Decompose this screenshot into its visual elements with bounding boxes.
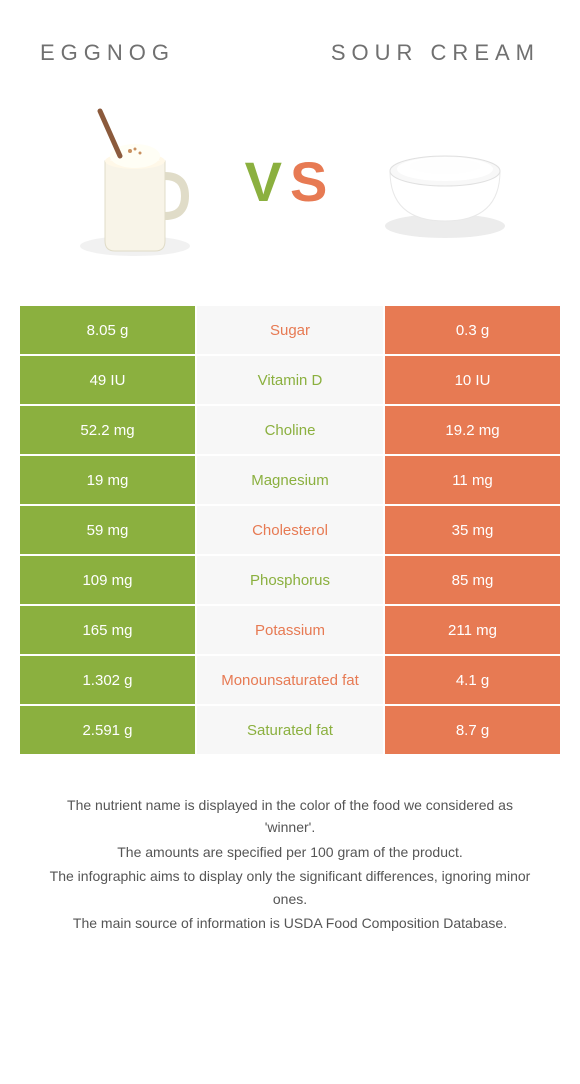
table-row: 59 mgCholesterol35 mg — [20, 506, 560, 554]
cell-left-value: 8.05 g — [20, 306, 195, 354]
table-row: 165 mgPotassium211 mg — [20, 606, 560, 654]
cell-nutrient-label: Vitamin D — [197, 356, 383, 404]
vs-label: V S — [245, 149, 336, 214]
cell-nutrient-label: Phosphorus — [197, 556, 383, 604]
vs-s: S — [290, 149, 335, 214]
vs-section: V S — [20, 96, 560, 266]
cell-left-value: 19 mg — [20, 456, 195, 504]
cell-nutrient-label: Cholesterol — [197, 506, 383, 554]
table-row: 49 IUVitamin D10 IU — [20, 356, 560, 404]
cell-left-value: 1.302 g — [20, 656, 195, 704]
cell-right-value: 4.1 g — [385, 656, 560, 704]
cell-right-value: 85 mg — [385, 556, 560, 604]
cell-nutrient-label: Choline — [197, 406, 383, 454]
footer-line4: The main source of information is USDA F… — [40, 912, 540, 934]
cell-right-value: 11 mg — [385, 456, 560, 504]
footer-line2: The amounts are specified per 100 gram o… — [40, 841, 540, 863]
cell-right-value: 19.2 mg — [385, 406, 560, 454]
cell-left-value: 49 IU — [20, 356, 195, 404]
table-row: 2.591 gSaturated fat8.7 g — [20, 706, 560, 754]
vs-v: V — [245, 149, 290, 214]
title-right: Sour Cream — [331, 40, 540, 66]
header: Eggnog Sour Cream — [20, 40, 560, 66]
table-row: 52.2 mgCholine19.2 mg — [20, 406, 560, 454]
cell-nutrient-label: Saturated fat — [197, 706, 383, 754]
footer-line3: The infographic aims to display only the… — [40, 865, 540, 910]
comparison-table: 8.05 gSugar0.3 g49 IUVitamin D10 IU52.2 … — [20, 306, 560, 754]
cell-left-value: 165 mg — [20, 606, 195, 654]
cell-nutrient-label: Magnesium — [197, 456, 383, 504]
cell-right-value: 8.7 g — [385, 706, 560, 754]
cell-nutrient-label: Potassium — [197, 606, 383, 654]
cell-left-value: 52.2 mg — [20, 406, 195, 454]
cell-left-value: 59 mg — [20, 506, 195, 554]
table-row: 19 mgMagnesium11 mg — [20, 456, 560, 504]
table-row: 8.05 gSugar0.3 g — [20, 306, 560, 354]
cell-left-value: 2.591 g — [20, 706, 195, 754]
table-row: 109 mgPhosphorus85 mg — [20, 556, 560, 604]
cell-right-value: 211 mg — [385, 606, 560, 654]
cell-nutrient-label: Sugar — [197, 306, 383, 354]
cell-right-value: 0.3 g — [385, 306, 560, 354]
title-left: Eggnog — [40, 40, 175, 66]
footer-line1: The nutrient name is displayed in the co… — [40, 794, 540, 839]
sourcream-image — [370, 106, 520, 256]
cell-right-value: 10 IU — [385, 356, 560, 404]
footer: The nutrient name is displayed in the co… — [20, 794, 560, 936]
eggnog-image — [60, 106, 210, 256]
cell-nutrient-label: Monounsaturated fat — [197, 656, 383, 704]
cell-left-value: 109 mg — [20, 556, 195, 604]
cell-right-value: 35 mg — [385, 506, 560, 554]
table-row: 1.302 gMonounsaturated fat4.1 g — [20, 656, 560, 704]
